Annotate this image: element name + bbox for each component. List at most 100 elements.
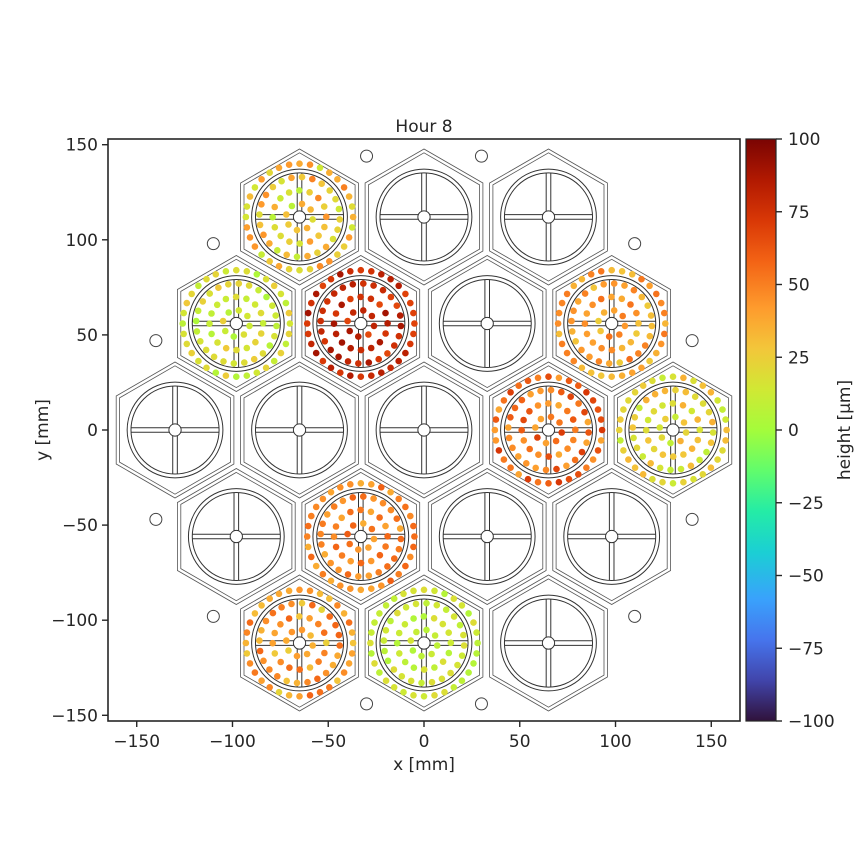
height-point [197,338,204,345]
height-point [257,309,265,317]
height-point [570,282,578,290]
height-point [387,364,394,372]
height-point [407,677,415,685]
height-point [262,275,270,283]
height-point [707,464,715,472]
height-point [195,282,202,290]
height-point [240,331,248,338]
height-point [212,271,220,278]
y-axis-ticks: −150 −100 −50 0 50 100 150 [51,136,108,726]
height-point [407,512,414,520]
height-point [605,333,613,340]
colorbar-tick-label: 25 [788,348,810,368]
height-point [330,503,338,510]
colorbar-label: height [μm] [835,380,855,480]
fiducial-marker [685,512,699,526]
mirror-segment [552,468,671,605]
mirror-segment [176,468,296,605]
height-point [317,530,325,538]
height-point [371,619,378,626]
segment-hub [168,423,182,437]
height-point [619,312,626,320]
height-point [321,551,329,558]
height-point [243,372,251,380]
height-point [235,280,243,287]
height-point [581,408,588,416]
height-point [296,160,303,167]
height-point [636,404,643,412]
height-point [699,471,707,478]
height-point [410,330,417,338]
height-point [638,364,645,372]
height-point [526,445,533,453]
height-point [589,456,597,463]
height-point [505,424,512,431]
height-point [235,307,243,314]
height-point [397,535,405,543]
segment-outer-ring [375,594,473,692]
height-point [518,396,526,404]
height-point [367,344,375,352]
height-point [332,195,339,203]
height-point [257,330,265,337]
height-point [347,481,354,488]
height-point [616,331,623,338]
height-point [298,626,306,634]
height-point [402,290,409,298]
height-point [598,426,606,434]
height-point [376,514,383,521]
fiducial-marker [628,609,642,623]
segment-outer-ring [251,381,348,479]
height-point [258,251,265,258]
height-point [410,664,418,671]
height-point [332,543,340,551]
height-point [288,628,296,636]
height-point [470,660,477,667]
height-point [656,424,664,431]
height-point [315,194,322,202]
segment-outer-ring [438,488,536,585]
segment-hub [666,423,680,437]
height-point [320,203,328,210]
height-point [410,587,417,595]
segment-inner-ring [254,598,345,688]
height-point [304,309,312,317]
height-point [691,393,699,401]
height-point [334,226,341,233]
height-point [271,332,278,340]
height-point [618,344,626,352]
height-point [450,613,458,620]
segment-outer-hex [364,361,484,499]
height-point [390,666,398,673]
height-point [266,240,273,247]
height-point [659,402,666,409]
height-point [296,240,304,247]
height-point [646,332,654,340]
height-point [699,400,707,407]
height-point [418,679,425,687]
height-point [433,642,441,649]
segment-inner-hex [617,365,729,495]
height-point [534,402,542,409]
height-point [644,416,652,424]
height-point [193,328,201,335]
y-tick-label: −150 [51,706,98,726]
height-point [473,650,480,657]
height-point [515,453,522,460]
height-point [395,629,403,637]
height-point [326,613,334,620]
segment-hub [229,316,243,331]
height-point [378,369,385,377]
height-point [214,339,221,346]
height-point [458,602,466,609]
height-point [597,372,605,380]
height-point [222,327,229,335]
height-point [220,358,227,365]
height-point [626,355,633,363]
height-point [258,677,265,684]
segment-hub [541,636,556,650]
plot-area [107,138,741,722]
segment-outer-hex [364,148,484,286]
height-point [649,475,656,483]
height-point [308,299,315,307]
